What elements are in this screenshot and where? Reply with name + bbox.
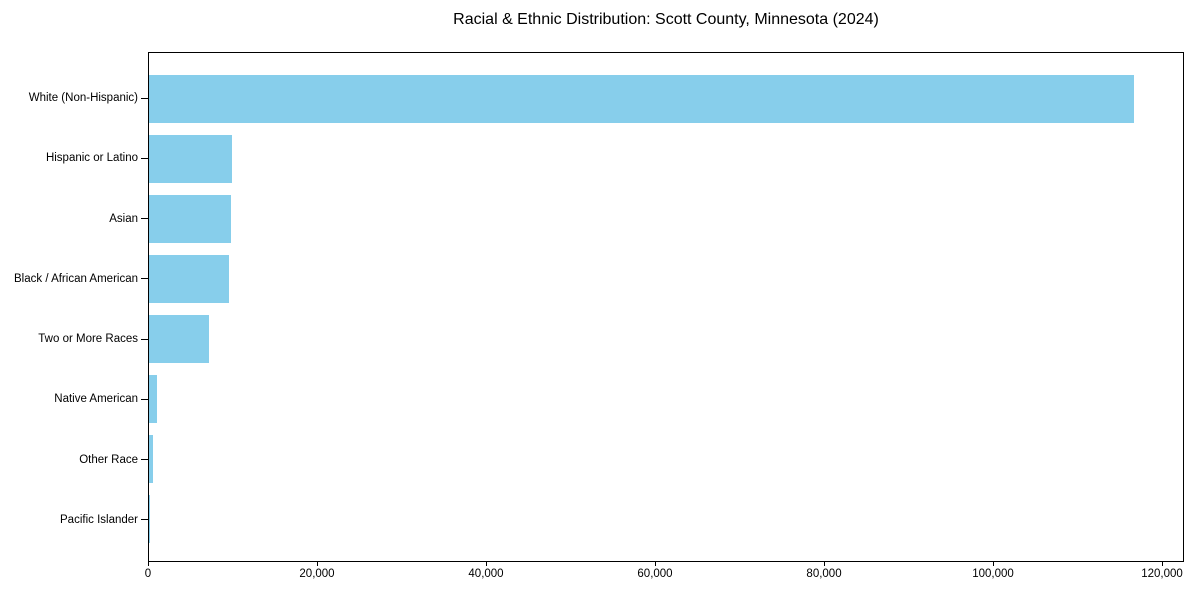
bar bbox=[149, 75, 1135, 123]
x-tick-label: 20,000 bbox=[299, 568, 335, 580]
bar bbox=[149, 195, 231, 243]
y-tick-mark bbox=[141, 97, 148, 99]
bar bbox=[149, 435, 154, 483]
y-tick-label: Native American bbox=[54, 393, 138, 406]
x-tick-mark bbox=[993, 562, 995, 566]
y-tick-mark bbox=[141, 519, 148, 521]
bar-row bbox=[149, 369, 1183, 429]
bar bbox=[149, 375, 157, 423]
x-tick-mark bbox=[824, 562, 826, 566]
bar bbox=[149, 315, 209, 363]
x-tick-label: 60,000 bbox=[637, 568, 673, 580]
y-tick-mark bbox=[141, 278, 148, 280]
x-tick-label: 0 bbox=[144, 568, 152, 580]
x-tick-label: 100,000 bbox=[972, 568, 1014, 580]
bar-row bbox=[149, 309, 1183, 369]
bar-row bbox=[149, 249, 1183, 309]
y-tick-label: Hispanic or Latino bbox=[45, 152, 138, 165]
x-tick-label: 120,000 bbox=[1141, 568, 1183, 580]
y-tick-mark bbox=[141, 398, 148, 400]
x-tick-mark bbox=[486, 562, 487, 566]
chart-title: Racial & Ethnic Distribution: Scott Coun… bbox=[453, 11, 879, 28]
x-tick-label: 80,000 bbox=[806, 568, 842, 580]
y-tick-label: White (Non-Hispanic) bbox=[28, 92, 138, 105]
plot-area bbox=[148, 52, 1184, 562]
y-tick-label: Pacific Islander bbox=[60, 513, 138, 526]
x-tick-mark bbox=[1162, 562, 1164, 566]
x-tick-mark bbox=[317, 562, 318, 566]
bar-row bbox=[149, 429, 1183, 489]
bar bbox=[149, 495, 150, 543]
x-tick-mark bbox=[655, 562, 656, 566]
bars-area bbox=[149, 69, 1183, 549]
y-tick-label: Asian bbox=[109, 212, 138, 225]
y-tick-label: Black / African American bbox=[14, 272, 138, 285]
bar-row bbox=[149, 489, 1183, 549]
bar-row bbox=[149, 189, 1183, 249]
y-tick-mark bbox=[141, 157, 148, 159]
x-tick-label: 40,000 bbox=[468, 568, 504, 580]
y-tick-mark bbox=[141, 459, 148, 461]
bar bbox=[149, 135, 232, 183]
y-tick-mark bbox=[141, 338, 148, 340]
bar-row bbox=[149, 129, 1183, 189]
y-tick-mark bbox=[141, 218, 148, 220]
y-tick-label: Other Race bbox=[79, 453, 138, 466]
x-tick-mark bbox=[148, 562, 149, 566]
bar-row bbox=[149, 69, 1183, 129]
bar bbox=[149, 255, 230, 303]
y-tick-label: Two or More Races bbox=[38, 333, 138, 346]
